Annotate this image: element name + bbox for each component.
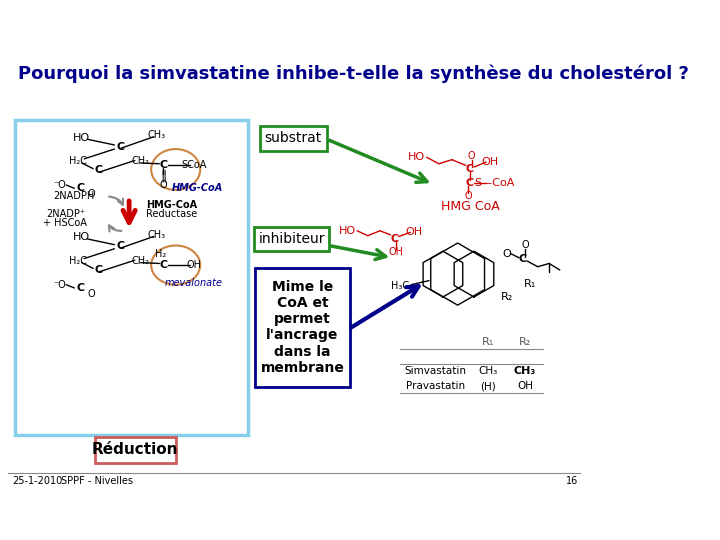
Text: C: C bbox=[94, 165, 102, 176]
Text: CH₃: CH₃ bbox=[514, 366, 536, 376]
Text: OH: OH bbox=[482, 157, 499, 167]
Text: C: C bbox=[391, 234, 399, 244]
Text: HO: HO bbox=[338, 226, 356, 236]
Text: substrat: substrat bbox=[265, 131, 322, 145]
Text: H₂C: H₂C bbox=[68, 156, 86, 166]
Text: O: O bbox=[160, 180, 167, 190]
Text: SCoA: SCoA bbox=[182, 160, 207, 171]
Text: O: O bbox=[522, 240, 529, 251]
Text: C: C bbox=[159, 260, 168, 270]
Text: C: C bbox=[76, 183, 84, 193]
Text: OH: OH bbox=[517, 381, 533, 391]
Text: 2NADP⁺: 2NADP⁺ bbox=[46, 210, 85, 219]
Text: Mime le
CoA et
permet
l'ancrage
dans la
membrane: Mime le CoA et permet l'ancrage dans la … bbox=[261, 280, 344, 375]
Text: Réduction: Réduction bbox=[91, 442, 178, 457]
Text: ‖: ‖ bbox=[161, 170, 166, 183]
Text: Pourquoi la simvastatine inhibe-t-elle la synthèse du cholestérol ?: Pourquoi la simvastatine inhibe-t-elle l… bbox=[18, 64, 689, 83]
Text: CH₂: CH₂ bbox=[132, 256, 150, 266]
Text: Simvastatin: Simvastatin bbox=[404, 366, 466, 376]
Text: C: C bbox=[466, 165, 474, 174]
Text: + HSCoA: + HSCoA bbox=[43, 218, 87, 228]
Text: HMG CoA: HMG CoA bbox=[441, 200, 499, 213]
Text: R₂: R₂ bbox=[519, 337, 531, 347]
Text: R₁: R₁ bbox=[523, 279, 536, 289]
Text: S—CoA: S—CoA bbox=[474, 178, 515, 188]
FancyBboxPatch shape bbox=[255, 267, 350, 387]
Text: C: C bbox=[466, 178, 474, 188]
FancyBboxPatch shape bbox=[14, 120, 248, 435]
Text: HO: HO bbox=[73, 232, 90, 242]
Text: C: C bbox=[117, 141, 125, 152]
Text: O: O bbox=[464, 192, 472, 201]
Text: HO: HO bbox=[73, 133, 90, 143]
Text: mevalonate: mevalonate bbox=[165, 278, 222, 288]
Text: C: C bbox=[76, 283, 84, 293]
Text: H₃C: H₃C bbox=[392, 281, 410, 292]
Text: CH₃: CH₃ bbox=[148, 130, 166, 140]
Text: R₁: R₁ bbox=[482, 337, 495, 347]
Text: OH: OH bbox=[406, 227, 423, 238]
Text: O: O bbox=[503, 248, 511, 259]
Text: ⁻O: ⁻O bbox=[53, 180, 66, 190]
Text: HMG-CoA: HMG-CoA bbox=[172, 183, 223, 193]
Text: Pravastatin: Pravastatin bbox=[405, 381, 464, 391]
Text: O: O bbox=[468, 151, 475, 160]
Text: H₂: H₂ bbox=[155, 249, 166, 260]
Text: O: O bbox=[88, 289, 95, 299]
Text: C: C bbox=[519, 254, 527, 265]
Text: inhibiteur: inhibiteur bbox=[258, 232, 325, 246]
Text: 2NADPH: 2NADPH bbox=[53, 192, 94, 201]
Text: CH₃: CH₃ bbox=[148, 230, 166, 240]
Text: 16: 16 bbox=[567, 476, 579, 486]
FancyBboxPatch shape bbox=[254, 227, 329, 251]
Text: C: C bbox=[159, 160, 168, 171]
Text: (H): (H) bbox=[480, 381, 496, 391]
Text: OH: OH bbox=[389, 247, 404, 257]
FancyBboxPatch shape bbox=[95, 437, 176, 463]
Text: HMG-CoA: HMG-CoA bbox=[146, 200, 197, 210]
Text: C: C bbox=[94, 265, 102, 275]
Text: H₂C: H₂C bbox=[68, 256, 86, 266]
Text: C: C bbox=[117, 241, 125, 251]
Text: R₂: R₂ bbox=[500, 292, 513, 302]
FancyBboxPatch shape bbox=[260, 126, 327, 151]
Text: 25-1-2010: 25-1-2010 bbox=[12, 476, 63, 486]
Text: HO: HO bbox=[408, 152, 426, 162]
Text: CH₃: CH₃ bbox=[479, 366, 498, 376]
Text: CH₂: CH₂ bbox=[132, 156, 150, 166]
Text: Reductase: Reductase bbox=[146, 210, 197, 219]
Text: SPPF - Nivelles: SPPF - Nivelles bbox=[61, 476, 133, 486]
Text: ⁻O: ⁻O bbox=[53, 280, 66, 289]
Text: O: O bbox=[88, 189, 95, 199]
Text: OH: OH bbox=[187, 260, 202, 270]
